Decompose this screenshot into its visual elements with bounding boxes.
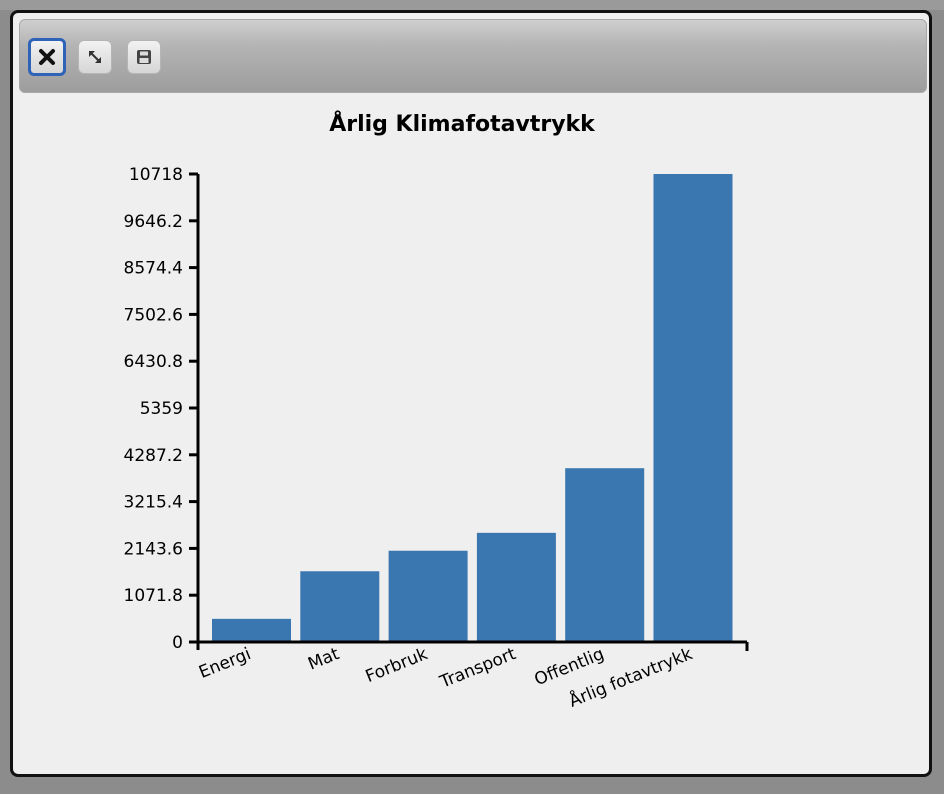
chart-title: Årlig Klimafotavtrykk — [329, 111, 596, 137]
dialog-toolbar — [19, 19, 927, 93]
close-button[interactable] — [28, 38, 66, 76]
resize-icon — [89, 51, 101, 63]
y-tick-label: 3215.4 — [124, 493, 183, 513]
y-tick-label: 6430.8 — [124, 352, 183, 372]
save-button[interactable] — [127, 40, 161, 74]
y-tick-label: 0 — [172, 633, 183, 653]
x-tick-label: Mat — [305, 644, 342, 675]
bar-4 — [565, 468, 645, 642]
bar-5 — [653, 174, 733, 642]
y-tick-label: 10718 — [129, 165, 183, 185]
y-tick-label: 9646.2 — [124, 212, 183, 232]
y-tick-label: 2143.6 — [124, 539, 183, 559]
x-tick-label: Forbruk — [363, 644, 431, 687]
close-icon — [39, 49, 55, 65]
bar-3 — [476, 532, 556, 642]
y-tick-label: 7502.6 — [124, 305, 183, 325]
y-tick-label: 5359 — [140, 399, 183, 419]
bar-2 — [388, 550, 468, 642]
bar-1 — [300, 571, 380, 642]
y-tick-label: 1071.8 — [124, 586, 183, 606]
y-tick-label: 8574.4 — [124, 259, 183, 279]
bar-chart: Årlig Klimafotavtrykk 0 1071.8 2143.6 3215.… — [124, 111, 749, 712]
save-icon — [137, 50, 151, 64]
bar-0 — [212, 618, 291, 642]
resize-button[interactable] — [78, 40, 112, 74]
chart-dialog: Årlig Klimafotavtrykk 0 1071.8 2143.6 3215.… — [10, 10, 932, 777]
background-strip — [0, 0, 944, 10]
y-tick-label: 4287.2 — [124, 446, 183, 466]
x-tick-label: Energi — [196, 644, 254, 683]
x-tick-label: Transport — [436, 644, 519, 693]
